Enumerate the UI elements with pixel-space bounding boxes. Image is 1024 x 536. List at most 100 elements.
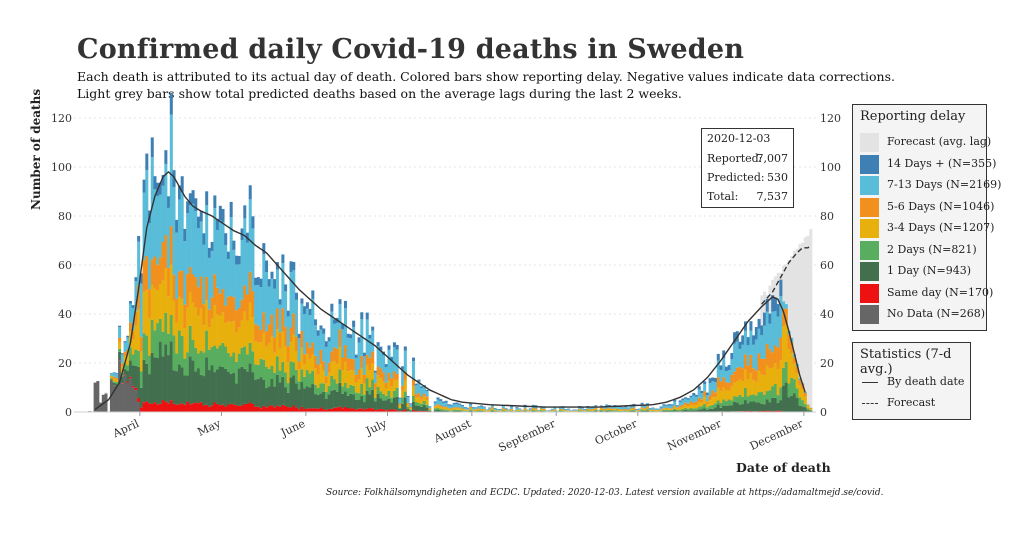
bar-7-13-days — [270, 278, 274, 315]
bar-3-4-days — [602, 409, 606, 411]
bar-7-13-days — [308, 315, 312, 348]
bar-3-4-days — [281, 331, 285, 362]
bar-7-13-days — [311, 298, 315, 343]
bar-2-days — [177, 330, 181, 365]
bar-2-days — [172, 335, 176, 371]
bar-7-13-days — [289, 272, 293, 328]
bar-5-6-days — [490, 407, 494, 409]
bar-2-days — [395, 387, 399, 397]
bar-1-day — [142, 359, 146, 403]
bar-3-4-days — [632, 408, 636, 411]
bar-3-4-days — [447, 409, 451, 411]
bar-3-4-days — [297, 369, 301, 382]
bar-5-6-days — [629, 408, 633, 410]
bar-2-days — [760, 392, 764, 404]
bar-14-days- — [488, 407, 492, 409]
bar-3-4-days — [191, 302, 195, 340]
bar-7-13-days — [537, 410, 541, 411]
bar-3-4-days — [289, 342, 293, 362]
bar-2-days — [463, 410, 467, 412]
bar-2-days — [137, 350, 141, 367]
bar-2-days — [643, 410, 647, 411]
bar-5-6-days — [646, 406, 650, 408]
bar-1-day — [354, 399, 358, 410]
bar-1-day — [716, 404, 720, 412]
bar-5-6-days — [349, 358, 353, 371]
bar-3-4-days — [411, 386, 416, 397]
bar-3-4-days — [558, 409, 562, 411]
bar-3-4-days — [637, 410, 641, 412]
bar-14-days- — [371, 326, 375, 331]
bar-14-days- — [183, 228, 187, 242]
bar-1-day — [398, 408, 402, 412]
bar-5-6-days — [265, 331, 269, 347]
bar-2-days — [352, 385, 356, 395]
bar-same-day — [779, 410, 783, 412]
bar-2-days — [746, 396, 750, 404]
bar-14-days- — [229, 201, 233, 218]
bar-2-days — [599, 409, 603, 411]
bar-2-days — [801, 400, 805, 407]
bar-5-6-days — [281, 308, 285, 332]
bar-1-day — [632, 410, 636, 412]
bar-1-day — [286, 392, 290, 408]
bar-3-4-days — [738, 379, 742, 395]
bar-5-6-days — [289, 327, 293, 343]
bar-14-days- — [480, 405, 484, 407]
bar-7-13-days — [365, 319, 369, 355]
bar-7-13-days — [526, 409, 530, 411]
bar-2-days — [118, 348, 122, 352]
bar-7-13-days — [779, 296, 783, 338]
bar-14-days- — [403, 346, 407, 351]
bar-5-6-days — [504, 409, 508, 411]
bar-3-4-days — [629, 409, 633, 411]
y-tick-label-right: 60 — [820, 259, 834, 272]
bar-same-day — [330, 408, 334, 412]
bar-14-days- — [137, 235, 141, 242]
bar-3-4-days — [504, 410, 508, 411]
bar-3-4-days — [564, 410, 568, 412]
bar-3-4-days — [790, 352, 794, 378]
bar-same-day — [357, 408, 361, 412]
bar-7-13-days — [708, 383, 712, 396]
chart-title: Confirmed daily Covid-19 deaths in Swede… — [77, 34, 745, 65]
bar-1-day — [153, 357, 157, 403]
bar-14-days- — [684, 397, 688, 399]
bar-2-days — [493, 410, 497, 412]
bar-14-days- — [112, 372, 116, 373]
bar-7-13-days — [450, 405, 454, 409]
bar-2-days — [586, 410, 590, 412]
bar-1-day — [673, 410, 677, 412]
bar-14-days- — [305, 302, 309, 309]
bar-1-day — [675, 411, 679, 412]
bar-7-13-days — [251, 228, 255, 292]
bar-5-6-days — [169, 226, 173, 265]
bar-5-6-days — [278, 332, 282, 349]
bar-14-days- — [711, 377, 715, 382]
legend-statistics: Statistics (7-d avg.) By death date Fore… — [852, 342, 971, 420]
legend-item-7-13-days: 7-13 Days (N=2169) — [860, 175, 1001, 196]
bar-same-day — [248, 402, 252, 412]
bar-2-days — [425, 404, 429, 408]
bar-7-13-days — [131, 308, 135, 331]
bar-2-days — [594, 410, 598, 411]
bar-14-days- — [390, 356, 394, 361]
bar-2-days — [697, 407, 701, 410]
bar-7-13-days — [684, 398, 688, 403]
bar-5-6-days — [109, 375, 113, 377]
forecast-bar — [798, 244, 802, 412]
bar-5-6-days — [697, 397, 701, 402]
bar-3-4-days — [485, 410, 489, 412]
bar-14-days- — [316, 330, 320, 336]
bar-2-days — [169, 314, 173, 342]
bar-5-6-days — [523, 408, 527, 410]
bar-7-13-days — [436, 399, 440, 405]
bar-5-6-days — [765, 343, 769, 366]
bar-7-13-days — [743, 330, 747, 355]
bar-1-day — [387, 398, 391, 410]
bar-same-day — [371, 408, 375, 412]
bar-7-13-days — [128, 303, 133, 323]
bar-2-days — [662, 409, 666, 411]
bar-3-4-days — [433, 406, 437, 409]
bar-3-4-days — [613, 409, 617, 411]
